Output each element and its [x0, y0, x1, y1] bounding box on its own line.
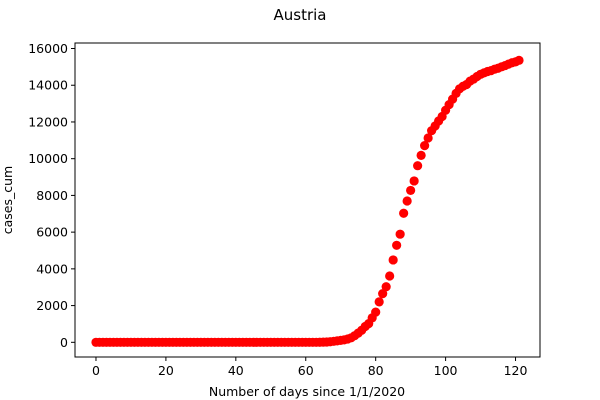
data-point	[395, 229, 405, 239]
x-tick-label: 80	[368, 363, 384, 378]
data-point	[374, 297, 384, 307]
x-tick-label: 60	[298, 363, 314, 378]
y-tick-label: 4000	[36, 261, 68, 276]
x-tick-label: 20	[158, 363, 174, 378]
y-axis-label: cases_cum	[0, 166, 15, 234]
data-point	[406, 185, 416, 196]
x-tick-label: 120	[504, 363, 528, 378]
y-tick-label: 2000	[36, 298, 68, 313]
data-point	[392, 240, 402, 250]
x-axis-label: Number of days since 1/1/2020	[209, 384, 405, 399]
data-point	[423, 133, 433, 143]
y-tick-label: 6000	[36, 225, 68, 240]
y-tick-label: 10000	[28, 151, 68, 166]
x-axis-ticks: 0 20 40 60 80 100 120	[92, 357, 528, 378]
data-point	[388, 255, 398, 265]
data-point	[409, 176, 419, 186]
plot-area: 0 20 40 60 80 100 120 0 2000 4000 6000 8000 10000 12…	[28, 41, 541, 378]
data-point	[385, 271, 395, 281]
x-tick-label: 40	[228, 363, 244, 378]
chart-title: Austria	[274, 6, 327, 24]
data-point	[381, 282, 391, 292]
y-tick-label: 8000	[36, 188, 68, 203]
y-tick-label: 0	[60, 335, 68, 350]
data-point	[399, 208, 409, 218]
data-points	[91, 55, 524, 347]
plot-frame	[74, 42, 541, 358]
y-tick-label: 14000	[28, 78, 68, 93]
data-point	[378, 289, 388, 299]
data-point	[371, 307, 381, 317]
x-tick-label: 0	[92, 363, 100, 378]
x-tick-label: 100	[434, 363, 458, 378]
data-point	[413, 161, 423, 171]
data-point	[514, 55, 524, 65]
y-tick-label: 12000	[28, 114, 68, 129]
data-point	[420, 141, 430, 151]
data-point	[402, 196, 412, 206]
data-point	[416, 150, 426, 160]
y-axis-ticks: 0 2000 4000 6000 8000 10000 12000 14000 16000	[28, 41, 75, 350]
y-tick-label: 16000	[28, 41, 68, 56]
